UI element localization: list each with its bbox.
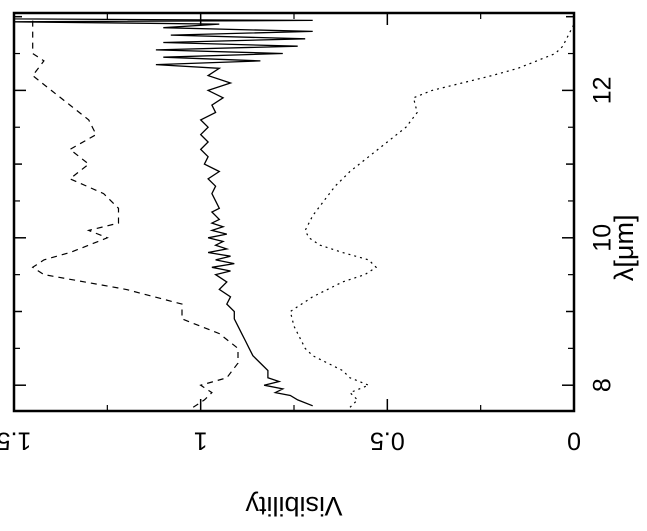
series-line-solid <box>14 16 313 407</box>
wavelength-tick-label: 10 <box>589 224 617 252</box>
plot-frame <box>12 11 576 413</box>
visibility-tick-label: 1 <box>194 426 208 454</box>
visibility-tick-label: 0.5 <box>370 426 405 454</box>
tick-layer: 0 0.5 1 1.5 8 10 12 <box>0 13 617 454</box>
wavelength-tick-label: 8 <box>589 378 617 392</box>
visibility-tick-label: 0 <box>567 426 581 454</box>
visibility-tick-label: 1.5 <box>0 426 31 454</box>
y-axis-label: Visibility <box>245 491 343 521</box>
series-line-dashed <box>31 16 239 408</box>
series-line-dotted <box>289 16 574 408</box>
x-axis-label: λ[μm] <box>609 215 639 282</box>
series-layer <box>14 16 574 408</box>
wavelength-tick-label: 12 <box>589 76 617 104</box>
